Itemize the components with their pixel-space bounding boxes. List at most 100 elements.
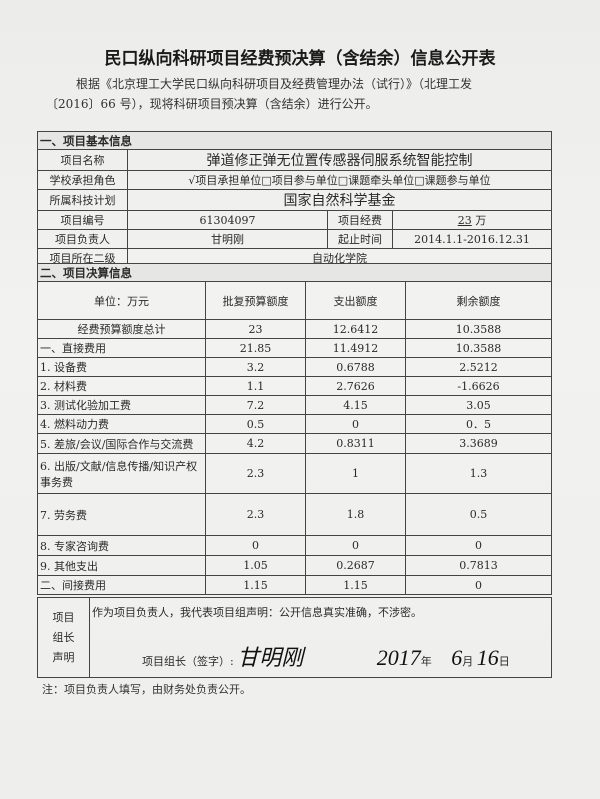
month: 6 [451, 645, 463, 670]
cell-value: 4.2 [205, 433, 306, 454]
row-label: 二、间接费用 [37, 575, 206, 595]
cell-value: 0.8311 [305, 433, 406, 454]
table-row: 2. 材料费 1.1 2.7626 -1.6626 [37, 376, 552, 396]
row-label: 6. 出版/文献/信息传播/知识产权事务费 [37, 453, 206, 494]
row-label: 1. 设备费 [37, 357, 206, 377]
row-label: 8. 专家咨询费 [37, 535, 206, 556]
day: 16 [476, 645, 499, 670]
cell-value: 11.4912 [305, 338, 406, 358]
month-unit: 月 [462, 655, 474, 668]
table-row: 1. 设备费 3.2 0.6788 2.5212 [37, 357, 552, 377]
cell-value: 1.15 [305, 575, 406, 595]
cell-value: 10.3588 [405, 319, 552, 339]
cell-value: 0 [405, 535, 552, 556]
label: 学校承担角色 [37, 170, 128, 190]
intro-line: 根据《北京理工大学民口纵向科研项目及经费管理办法（试行）》（北理工发 [76, 77, 473, 91]
project-name: 弹道修正弹无位置传感器伺服系统智能控制 [127, 149, 552, 171]
cell-value: 10.3588 [405, 338, 552, 358]
section2-header: 二、项目决算信息 [37, 263, 552, 282]
statement-label: 项目组长声明 [37, 597, 90, 678]
label: 起止时间 [327, 229, 393, 249]
label: 项目名称 [37, 149, 128, 171]
table-row: 经费预算额度总计 23 12.6412 10.3588 [37, 319, 552, 339]
cell-value: 23 [205, 319, 306, 339]
cell-value: 4.15 [305, 395, 406, 415]
row-label: 2. 材料费 [37, 376, 206, 396]
project-number: 61304097 [127, 210, 328, 230]
intro-line: 〔2016〕66 号），现将科研项目预决算（含结余）进行公开。 [46, 97, 378, 111]
row-label: 4. 燃料动力费 [37, 414, 206, 434]
period: 2014.1.1-2016.12.31 [392, 229, 552, 249]
cell-value: 3.05 [405, 395, 552, 415]
label: 项目经费 [327, 210, 393, 230]
row-label: 7. 劳务费 [37, 493, 206, 536]
cell-value: 0 [205, 535, 306, 556]
year-unit: 年 [420, 655, 432, 668]
table-row: 二、间接费用 1.15 1.15 0 [37, 575, 552, 595]
cell-value: 0 [305, 414, 406, 434]
label: 项目负责人 [37, 229, 128, 249]
table-row: 7. 劳务费 2.3 1.8 0.5 [37, 493, 552, 536]
table-row: 3. 测试化验加工费 7.2 4.15 3.05 [37, 395, 552, 415]
cell-value: 0 [405, 575, 552, 595]
row-label: 一、直接费用 [37, 338, 206, 358]
cell-value: -1.6626 [405, 376, 552, 396]
intro-paragraph: 根据《北京理工大学民口纵向科研项目及经费管理办法（试行）》（北理工发〔2016〕… [46, 74, 574, 114]
cell-value: 2.3 [205, 493, 306, 536]
row-label: 9. 其他支出 [37, 555, 206, 576]
page-title: 民口纵向科研项目经费预决算（含结余）信息公开表 [104, 49, 496, 69]
cell-value: 21.85 [205, 338, 306, 358]
row-label: 3. 测试化验加工费 [37, 395, 206, 415]
cell-value: 0.5 [205, 414, 306, 434]
funding: 23 [457, 214, 472, 227]
statement-text: 作为项目负责人，我代表项目组声明：公开信息真实准确，不涉密。 [92, 606, 422, 619]
cell-value: 0.5 [405, 493, 552, 536]
school-role: √项目承担单位□项目参与单位□课题牵头单位□课题参与单位 [127, 170, 552, 190]
cell-value: 0.6788 [305, 357, 406, 377]
cell-value: 1.15 [205, 575, 306, 595]
table-row: 6. 出版/文献/信息传播/知识产权事务费 2.3 1 1.3 [37, 453, 552, 494]
budget-table: 二、项目决算信息 单位：万元 批复预算额度 支出额度 剩余额度 经费预算额度总计 23 1… [37, 263, 552, 595]
footnote: 注：项目负责人填写，由财务处负责公开。 [42, 683, 251, 696]
table-row: 8. 专家咨询费 0 0 0 [37, 535, 552, 556]
label: 项目编号 [37, 210, 128, 230]
column-header: 单位：万元 [37, 281, 206, 320]
funding-unit: 万 [475, 214, 487, 227]
row-label: 5. 差旅/会议/国际合作与交流费 [37, 433, 206, 454]
cell-value: 1.1 [205, 376, 306, 396]
cell-value: 7.2 [205, 395, 306, 415]
signature: 甘明刚 [237, 645, 304, 670]
year: 2017 [376, 645, 421, 670]
cell-value: 2.7626 [305, 376, 406, 396]
cell-value: 2.3 [205, 453, 306, 494]
cell-value: 0.7813 [405, 555, 552, 576]
section1-header: 一、项目基本信息 [37, 131, 552, 150]
column-header: 批复预算额度 [205, 281, 306, 320]
cell-value: 0.2687 [305, 555, 406, 576]
day-unit: 日 [498, 655, 510, 668]
label: 所属科技计划 [37, 189, 128, 211]
statement-table: 项目组长声明 作为项目负责人，我代表项目组声明：公开信息真实准确，不涉密。 项目… [37, 597, 552, 678]
cell-value: 3.2 [205, 357, 306, 377]
table-row: 一、直接费用 21.85 11.4912 10.3588 [37, 338, 552, 358]
cell-value: 1.8 [305, 493, 406, 536]
table-row: 9. 其他支出 1.05 0.2687 0.7813 [37, 555, 552, 576]
cell-value: 1.05 [205, 555, 306, 576]
column-header: 剩余额度 [405, 281, 552, 320]
column-header: 支出额度 [305, 281, 406, 320]
program: 国家自然科学基金 [127, 189, 552, 211]
leader: 甘明刚 [127, 229, 328, 249]
table-row: 4. 燃料动力费 0.5 0 0．5 [37, 414, 552, 434]
signature-label: 项目组长（签字）: [142, 655, 234, 668]
cell-value: 3.3689 [405, 433, 552, 454]
cell-value: 0．5 [405, 414, 552, 434]
row-label: 经费预算额度总计 [37, 319, 206, 339]
basic-info-table: 一、项目基本信息 项目名称 弹道修正弹无位置传感器伺服系统智能控制 学校承担角色 √… [37, 131, 552, 268]
cell-value: 0 [305, 535, 406, 556]
table-row: 5. 差旅/会议/国际合作与交流费 4.2 0.8311 3.3689 [37, 433, 552, 454]
cell-value: 12.6412 [305, 319, 406, 339]
cell-value: 1 [305, 453, 406, 494]
cell-value: 2.5212 [405, 357, 552, 377]
cell-value: 1.3 [405, 453, 552, 494]
